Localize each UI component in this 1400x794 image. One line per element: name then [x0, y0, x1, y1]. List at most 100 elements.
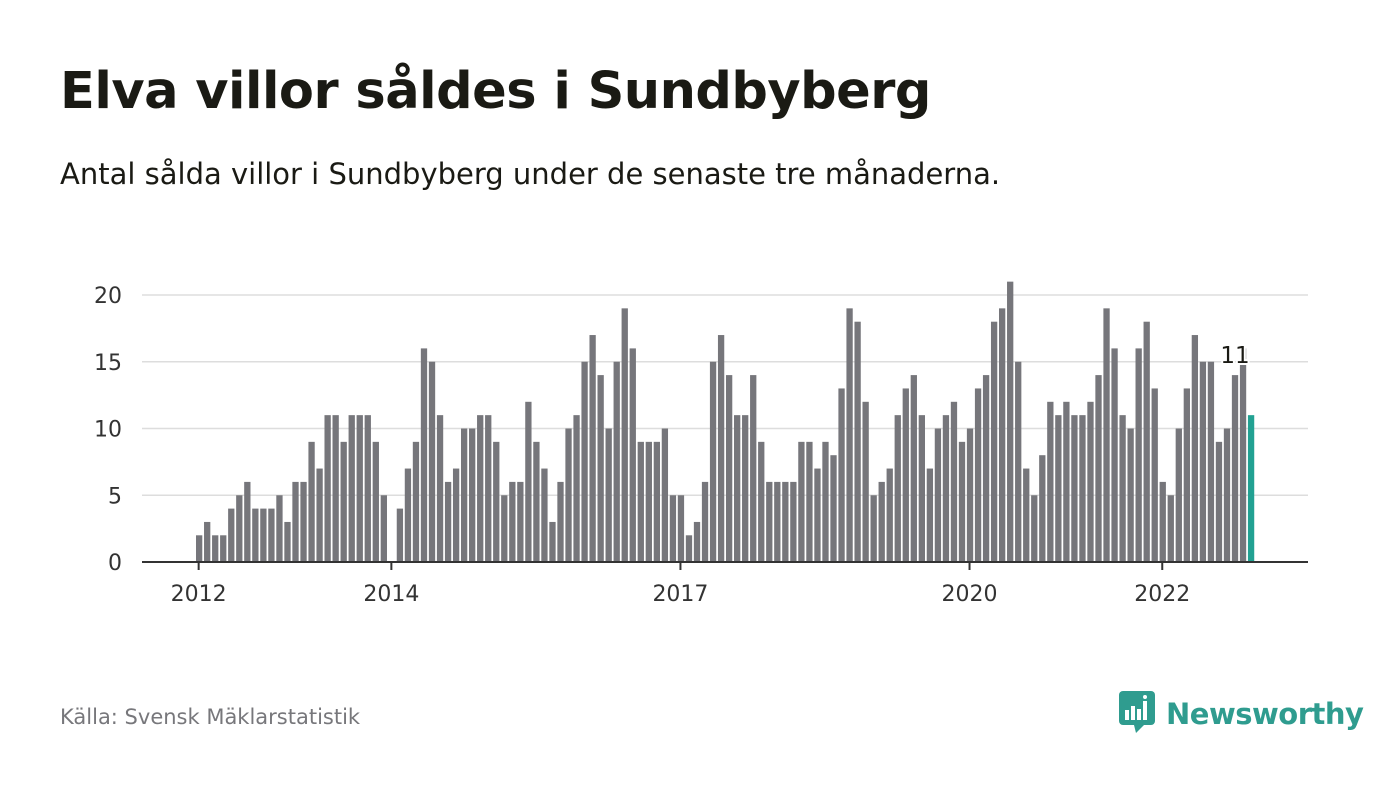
x-axis: 2012 2014 2017 2020 2022: [142, 561, 1308, 607]
bar: [894, 415, 901, 562]
bar: [236, 495, 243, 562]
bar: [1239, 348, 1247, 562]
bar: [1159, 481, 1166, 562]
bar: [758, 441, 765, 562]
bar: [324, 415, 331, 562]
bar: [886, 468, 893, 562]
bar: [1207, 361, 1215, 562]
bar: [750, 375, 757, 562]
bars: [196, 281, 1255, 562]
bar: [1087, 401, 1094, 562]
bar: [460, 428, 468, 562]
bar: [228, 508, 235, 562]
bar: [284, 521, 291, 562]
bar: [822, 441, 829, 562]
bar: [332, 415, 339, 562]
newsworthy-logo-icon: [1118, 690, 1156, 738]
y-tick-label: 15: [94, 351, 122, 376]
bar: [966, 428, 974, 562]
bar: [926, 468, 934, 562]
y-tick-label: 0: [108, 551, 122, 576]
y-tick-label: 20: [94, 284, 122, 309]
bar: [589, 335, 596, 562]
bar: [573, 415, 580, 562]
bar: [902, 388, 909, 562]
bar: [637, 441, 644, 562]
bar: [308, 441, 315, 562]
bar: [709, 361, 717, 562]
bar: [806, 441, 813, 562]
bar: [1007, 281, 1014, 562]
bar: [557, 481, 564, 562]
bar: [734, 415, 741, 562]
bar: [629, 348, 636, 562]
bar: [276, 495, 283, 562]
bar: [436, 415, 444, 562]
bar: [268, 508, 275, 562]
bar: [645, 441, 652, 562]
bar: [653, 441, 661, 562]
bar: [533, 441, 540, 562]
bar: [862, 401, 869, 562]
bar: [412, 441, 420, 562]
bar: [316, 468, 323, 562]
bar: [798, 441, 805, 562]
newsworthy-logo[interactable]: Newsworthy: [1118, 690, 1364, 738]
bar: [677, 495, 685, 562]
bar: [1175, 428, 1182, 562]
bar: [1111, 348, 1118, 562]
bar: [1199, 361, 1207, 562]
bar: [878, 481, 885, 562]
bar: [1151, 388, 1158, 562]
bar: [1031, 495, 1038, 562]
bar: [1103, 308, 1110, 562]
source-note: Källa: Svensk Mäklarstatistik: [60, 705, 361, 729]
bar: [364, 415, 371, 562]
bar: [509, 481, 516, 562]
bar: [717, 335, 725, 562]
bar: [1095, 375, 1102, 562]
bar: [613, 361, 620, 562]
bar: [1039, 455, 1046, 562]
bar: [1191, 335, 1199, 562]
bar: [396, 508, 404, 562]
bar: [1063, 401, 1070, 562]
bar: [1183, 388, 1190, 562]
bar: [444, 481, 452, 562]
bar: [1135, 348, 1142, 562]
bar: [404, 468, 412, 562]
x-tick-label: 2017: [652, 582, 708, 607]
y-tick-label: 10: [94, 418, 122, 443]
bar: [340, 441, 347, 562]
bar: [1015, 361, 1022, 562]
bar: [1055, 415, 1062, 562]
bar: [501, 495, 508, 562]
y-tick-label: 5: [108, 484, 122, 509]
bar: [1047, 401, 1054, 562]
bar: [1215, 441, 1223, 562]
bar: [452, 468, 460, 562]
bar: [846, 308, 853, 562]
bar: [597, 375, 604, 562]
bar: [605, 428, 612, 562]
annotations: 11: [1218, 341, 1251, 371]
bar: [854, 321, 861, 562]
x-tick-label: 2022: [1134, 582, 1190, 607]
bar: [669, 495, 677, 562]
bar: [212, 535, 219, 562]
bar: [982, 375, 990, 562]
bar: [348, 415, 355, 562]
bar: [766, 481, 773, 562]
bar: [356, 415, 363, 562]
bar: [870, 495, 877, 562]
x-tick-label: 2020: [942, 582, 998, 607]
bar: [565, 428, 572, 562]
bar: [260, 508, 267, 562]
bar: [380, 495, 387, 562]
brand-name: Newsworthy: [1166, 697, 1364, 731]
bar: [541, 468, 548, 562]
bar: [1127, 428, 1134, 562]
bar: [292, 481, 299, 562]
bar: [1071, 415, 1078, 562]
bar: [790, 481, 797, 562]
